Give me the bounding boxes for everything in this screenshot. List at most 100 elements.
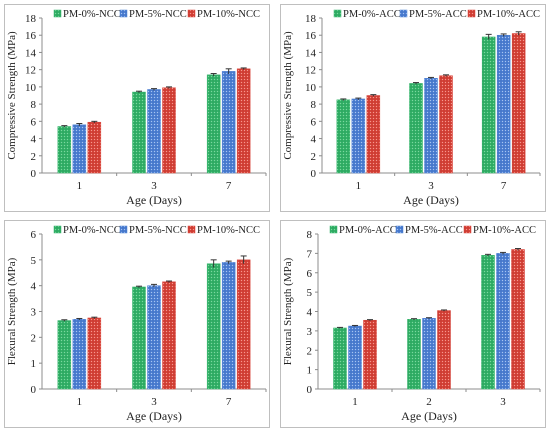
chart-frame [280, 4, 546, 212]
x-tick-label: 1 [77, 180, 83, 192]
legend-swatch-green [333, 9, 342, 18]
bar-green [336, 99, 351, 174]
y-tick-label: 0 [311, 168, 317, 180]
y-tick-label: 5 [307, 287, 313, 299]
legend-swatch-blue [399, 9, 408, 18]
legend: PM-0%-ACC PM-5%-ACC PM-10%-ACC [329, 225, 536, 236]
y-tick-label: 8 [311, 99, 317, 111]
x-axis-title: Age (Days) [401, 409, 457, 423]
y-tick-label: 6 [31, 116, 37, 128]
y-axis-title: Flexural Strength (MPa) [6, 257, 18, 365]
legend: PM-0%-ACC PM-5%-ACC PM-10%-ACC [333, 9, 540, 20]
x-tick-label: 7 [226, 180, 232, 192]
y-tick-label: 18 [25, 13, 37, 25]
legend-swatch-red [463, 225, 472, 234]
chart-panel-2: 0 2 4 6 8 10 12 14 16 18 Compressive Strength (MPa… [280, 4, 546, 212]
y-tick-label: 12 [25, 65, 36, 77]
bar-green [206, 263, 221, 390]
y-tick-label: 4 [31, 281, 37, 293]
legend-label: PM-0%-ACC [343, 9, 401, 20]
legend-swatch-red [187, 9, 196, 18]
y-tick-label: 14 [305, 47, 317, 59]
bar-blue [221, 262, 236, 390]
y-tick-label: 2 [31, 332, 37, 344]
y-tick-label: 0 [31, 168, 37, 180]
y-tick-label: 10 [305, 82, 317, 94]
bar-blue [72, 124, 87, 174]
chart-frame [280, 220, 546, 428]
x-axis-title: Age (Days) [126, 409, 182, 423]
y-tick-label: 6 [311, 116, 317, 128]
legend-swatch-red [467, 9, 476, 18]
chart-panel-1: 0 2 4 6 8 10 12 14 16 18 Compressive Strength (MPa… [4, 4, 270, 212]
y-tick-label: 8 [31, 99, 37, 111]
bar-red [511, 249, 525, 390]
bar-red [437, 310, 451, 390]
x-tick-label: 1 [77, 396, 83, 408]
bar-red [162, 281, 176, 390]
legend-swatch-red [187, 225, 196, 234]
legend-swatch-blue [395, 225, 404, 234]
x-tick-label: 1 [352, 396, 358, 408]
y-tick-label: 1 [307, 365, 313, 377]
bar-green [333, 327, 347, 390]
legend-swatch-green [329, 225, 338, 234]
bar-blue [351, 98, 366, 174]
y-tick-label: 6 [307, 268, 313, 280]
legend: PM-0%-NCC PM-5%-NCC PM-10%-NCC [53, 225, 260, 236]
bar-blue [424, 78, 438, 174]
bar-blue [72, 319, 87, 390]
legend: PM-0%-NCC PM-5%-NCC PM-10%-NCC [53, 9, 260, 20]
legend-label: PM-0%-ACC [339, 225, 397, 236]
bar-green [132, 91, 146, 174]
bar-blue [496, 34, 511, 174]
y-tick-label: 10 [25, 82, 37, 94]
x-axis-title: Age (Days) [126, 193, 182, 207]
bar-green [481, 36, 496, 174]
y-axis-title: Flexural Strength (MPa) [282, 257, 294, 365]
legend-swatch-blue [119, 9, 128, 18]
legend-label: PM-10%-NCC [197, 225, 260, 236]
chart-panel-4: 0 1 2 3 4 5 6 7 8 Flexural Strength (MPa) Age (Day… [280, 220, 546, 428]
bar-blue [496, 253, 510, 390]
y-tick-label: 3 [31, 307, 37, 319]
y-tick-label: 12 [305, 65, 316, 77]
bar-red [439, 75, 453, 174]
bar-red [363, 319, 377, 390]
bar-blue [147, 89, 161, 174]
bar-blue [147, 285, 161, 390]
x-tick-label: 3 [151, 180, 157, 192]
bar-green [407, 319, 421, 390]
y-tick-label: 0 [31, 384, 37, 396]
y-axis-title: Compressive Strength (MPa) [282, 31, 294, 160]
x-tick-label: 1 [356, 180, 362, 192]
y-tick-label: 6 [31, 229, 37, 241]
y-tick-label: 16 [305, 30, 317, 42]
x-axis-title: Age (Days) [403, 193, 459, 207]
bar-blue [422, 318, 436, 390]
y-tick-label: 4 [307, 307, 313, 319]
legend-label: PM-0%-NCC [63, 9, 121, 20]
y-tick-label: 4 [311, 134, 317, 146]
x-tick-label: 7 [501, 180, 507, 192]
y-tick-label: 5 [31, 255, 37, 267]
x-tick-label: 3 [500, 396, 506, 408]
bar-blue [221, 71, 236, 174]
bar-red [236, 259, 251, 390]
x-tick-label: 7 [226, 396, 232, 408]
legend-label: PM-5%-ACC [405, 225, 463, 236]
bar-blue [348, 325, 362, 390]
y-tick-label: 8 [307, 229, 313, 241]
legend-swatch-green [53, 225, 62, 234]
bar-red [87, 317, 102, 390]
legend-label: PM-10%-ACC [473, 225, 536, 236]
bar-red [366, 95, 381, 174]
chart-frame [4, 4, 270, 212]
y-tick-label: 2 [31, 151, 37, 163]
legend-label: PM-0%-NCC [63, 225, 121, 236]
bar-red [236, 68, 251, 174]
y-tick-label: 14 [25, 47, 37, 59]
legend-swatch-blue [119, 225, 128, 234]
y-tick-label: 16 [25, 30, 37, 42]
y-tick-label: 0 [307, 384, 313, 396]
